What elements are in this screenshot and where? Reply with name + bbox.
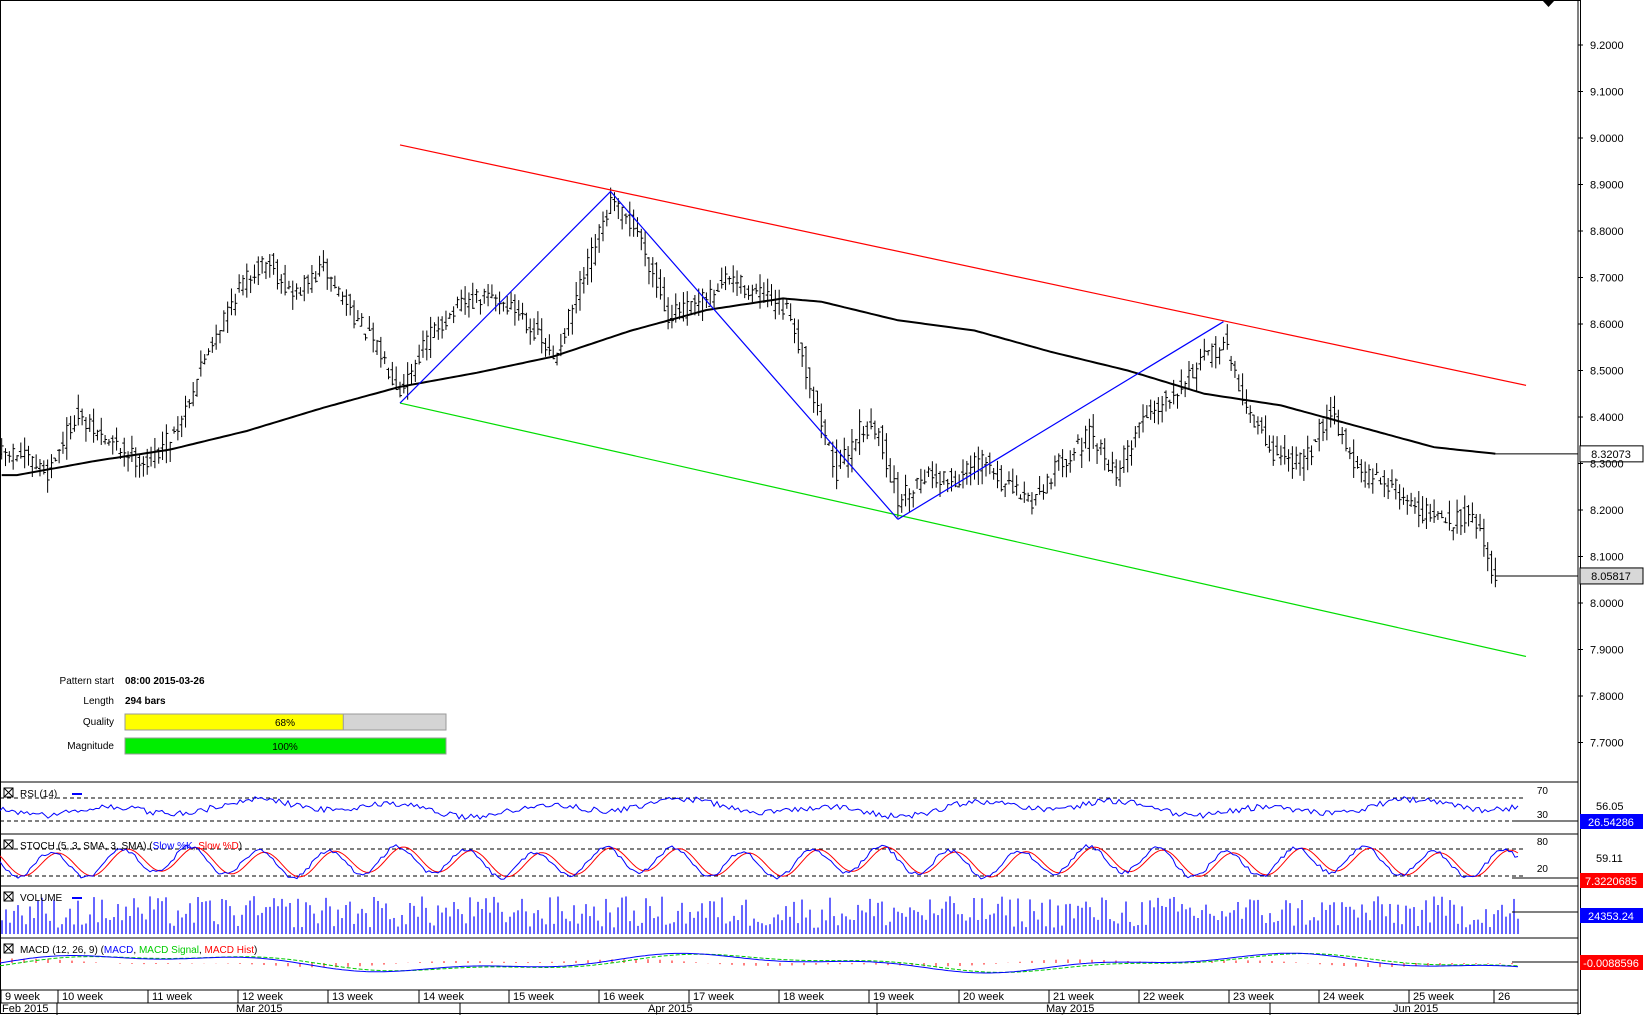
quality-label: Quality — [83, 717, 114, 728]
month-tick-label: Feb 2015 — [2, 1003, 48, 1015]
rsi-level-high: 70 — [1537, 786, 1549, 797]
price-tick-label: 7.7000 — [1590, 738, 1624, 750]
price-tick-label: 7.8000 — [1590, 691, 1624, 703]
week-tick-label: 24 week — [1323, 991, 1364, 1003]
week-tick-label: 9 week — [5, 991, 40, 1003]
price-tick-label: 9.0000 — [1590, 133, 1624, 145]
stoch-value-box — [1580, 873, 1643, 888]
length-value: 294 bars — [125, 696, 166, 707]
frame — [0, 0, 1581, 1015]
week-tick-label: 16 week — [603, 991, 644, 1003]
resistance-line — [399, 144, 1527, 386]
macd-panel: MACD (12, 26, 9) (MACD, MACD Signal, MAC… — [0, 943, 1643, 974]
month-tick-label: Jun 2015 — [1393, 1003, 1438, 1015]
price-tick-label: 8.0000 — [1590, 598, 1624, 610]
month-tick-label: Mar 2015 — [236, 1003, 282, 1015]
moving-average-line — [1, 297, 1496, 477]
macd-close-cross-icon — [3, 943, 14, 954]
price-tick-label: 8.4000 — [1590, 412, 1624, 424]
month-tick-label: May 2015 — [1046, 1003, 1094, 1015]
pattern-start-label: Pattern start — [60, 676, 115, 687]
stoch-slow-d-line — [0, 846, 1519, 878]
rsi-value-box — [1580, 814, 1643, 829]
quality-bar-fill — [124, 713, 344, 731]
rsi-mid-label: 56.05 — [1596, 801, 1624, 813]
ma-value-label: 8.32073 — [1591, 449, 1631, 461]
month-tick-label: Apr 2015 — [648, 1003, 693, 1015]
volume-title: VOLUME — [20, 893, 63, 904]
price-tick-label: 8.9000 — [1590, 180, 1624, 192]
volume-panel: VOLUME 24353.24 — [1, 891, 1643, 934]
stoch-slow-k-line — [0, 844, 1519, 880]
week-tick-label: 22 week — [1143, 991, 1184, 1003]
price-tick-label: 8.6000 — [1590, 319, 1624, 331]
time-axis: 9 week 10 week 11 week 12 week 13 week 14 wee… — [0, 990, 1510, 1015]
volume-value-box — [1580, 908, 1643, 923]
week-tick-label: 19 week — [873, 991, 914, 1003]
price-tick-label: 8.1000 — [1590, 552, 1624, 564]
rsi-level-low: 30 — [1537, 810, 1549, 821]
rsi-panel: RSI (14) 70 30 56.05 26.54286 — [0, 786, 1643, 829]
week-tick-label: 23 week — [1233, 991, 1274, 1003]
macd-title: MACD (12, 26, 9) (MACD, MACD Signal, MAC… — [20, 945, 257, 956]
stoch-panel: STOCH (5, 3, SMA, 3, SMA) (Slow %K, Slow… — [0, 837, 1643, 888]
week-tick-label: 10 week — [62, 991, 103, 1003]
price-tick-label: 8.8000 — [1590, 226, 1624, 238]
volume-close-cross-icon — [3, 891, 14, 902]
week-tick-label: 15 week — [513, 991, 554, 1003]
quality-value: 68% — [275, 718, 295, 729]
magnitude-value: 100% — [272, 742, 298, 753]
macd-value-box — [1580, 955, 1643, 970]
price-panel: 8.32073 8.05817 — [0, 144, 1644, 658]
week-tick-label: 17 week — [693, 991, 734, 1003]
week-tick-label: 11 week — [152, 991, 193, 1003]
rsi-title: RSI (14) — [20, 789, 57, 800]
week-tick-label: 14 week — [423, 991, 464, 1003]
price-tick-label: 8.3000 — [1590, 459, 1624, 471]
pattern-info: Pattern start 08:00 2015-03-26 Length 29… — [60, 676, 447, 755]
volume-value-label: 24353.24 — [1588, 911, 1634, 923]
last-price-box — [1579, 567, 1644, 585]
stoch-level-low: 20 — [1537, 864, 1549, 875]
price-tick-label: 8.7000 — [1590, 273, 1624, 285]
stoch-level-high: 80 — [1537, 837, 1549, 848]
week-tick-label: 18 week — [783, 991, 824, 1003]
macd-line — [0, 952, 1519, 974]
pattern-leg — [610, 191, 899, 520]
stoch-close-cross-icon — [3, 839, 14, 850]
rsi-line — [0, 796, 1519, 820]
support-line — [399, 402, 1527, 658]
length-label: Length — [83, 696, 114, 707]
magnitude-label: Magnitude — [67, 741, 114, 752]
pattern-leg — [399, 191, 612, 404]
last-price-label: 8.05817 — [1591, 571, 1631, 583]
price-tick-label: 7.9000 — [1590, 645, 1624, 657]
week-tick-label: 20 week — [963, 991, 1004, 1003]
scroll-arrow-icon[interactable] — [1542, 0, 1555, 7]
rsi-value-label: 26.54286 — [1588, 817, 1634, 829]
price-tick-label: 9.2000 — [1590, 40, 1624, 52]
week-tick-label: 12 week — [242, 991, 283, 1003]
price-tick-label: 8.2000 — [1590, 505, 1624, 517]
week-tick-label: 25 week — [1413, 991, 1454, 1003]
week-tick-label: 26 — [1498, 991, 1510, 1003]
macd-value-label: -0.0088596 — [1583, 958, 1639, 970]
rsi-close-cross-icon — [3, 787, 14, 798]
price-axis: 9.2000 9.1000 9.0000 8.9000 8.8000 8.7000 8.60… — [1578, 40, 1624, 750]
week-tick-label: 13 week — [332, 991, 373, 1003]
price-tick-label: 9.1000 — [1590, 87, 1624, 99]
ma-value-box — [1579, 445, 1644, 463]
macd-signal-line — [0, 953, 1519, 973]
stoch-title: STOCH (5, 3, SMA, 3, SMA) (Slow %K, Slow… — [20, 841, 242, 852]
week-tick-label: 21 week — [1053, 991, 1094, 1003]
pattern-start-value: 08:00 2015-03-26 — [125, 676, 205, 687]
price-tick-label: 8.5000 — [1590, 366, 1624, 378]
magnitude-bar-fill — [124, 737, 447, 755]
stoch-value-label: 7.3220685 — [1585, 876, 1637, 888]
stoch-mid-label: 59.11 — [1596, 853, 1623, 865]
pattern-leg — [897, 321, 1224, 520]
